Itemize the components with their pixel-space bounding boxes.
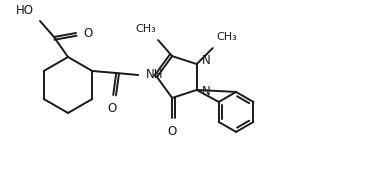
Text: CH₃: CH₃ bbox=[217, 32, 237, 42]
Text: CH₃: CH₃ bbox=[135, 24, 156, 34]
Text: N: N bbox=[202, 54, 210, 67]
Text: O: O bbox=[83, 26, 92, 39]
Text: N: N bbox=[202, 86, 210, 98]
Text: O: O bbox=[107, 102, 117, 115]
Text: NH: NH bbox=[146, 68, 164, 80]
Text: HO: HO bbox=[16, 4, 34, 17]
Text: O: O bbox=[167, 125, 177, 138]
